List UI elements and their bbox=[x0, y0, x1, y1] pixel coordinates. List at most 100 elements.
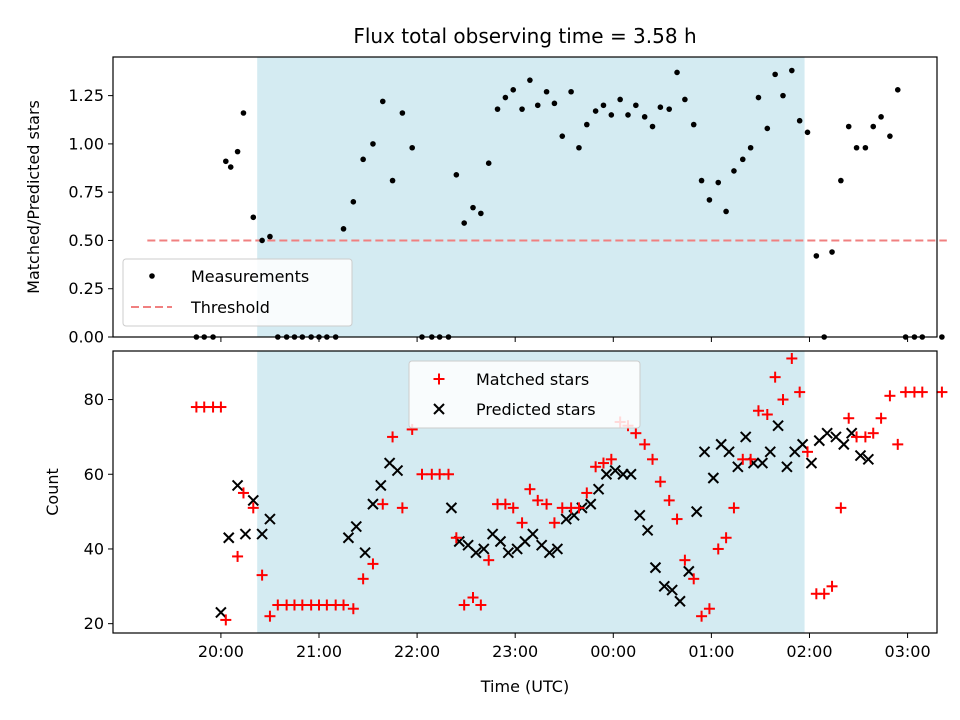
measurement-point bbox=[747, 144, 754, 151]
predicted-star-point bbox=[367, 498, 379, 510]
predicted-star-point bbox=[805, 457, 818, 469]
measurement-point bbox=[789, 67, 795, 74]
predicted-star-point bbox=[658, 580, 671, 593]
measurement-point bbox=[409, 144, 415, 151]
top-y-tick-label: 1.00 bbox=[68, 134, 104, 153]
predicted-star-point bbox=[470, 546, 482, 559]
measurement-point bbox=[379, 98, 386, 105]
predicted-star-point bbox=[854, 449, 867, 462]
measurement-point bbox=[829, 249, 835, 255]
measurement-point bbox=[576, 144, 582, 151]
bottom-axes-frame bbox=[112, 350, 938, 634]
matched-star-point bbox=[377, 498, 389, 510]
matched-star-point bbox=[671, 513, 683, 525]
matched-star-point bbox=[387, 431, 399, 443]
predicted-star-point bbox=[543, 546, 556, 559]
top-panel: 0.00 0.25 0.50 0.75 1.00 1.25 Flux total obse… bbox=[24, 24, 947, 347]
measurement-point bbox=[592, 108, 599, 114]
measurement-point bbox=[853, 144, 860, 151]
measurement-point bbox=[706, 197, 713, 203]
predicted-star-point bbox=[723, 446, 735, 458]
predicted-star-point bbox=[796, 438, 809, 451]
x-tick-label: 02:00 bbox=[786, 642, 832, 661]
matched-star-point bbox=[688, 573, 700, 585]
chart-title: Flux total observing time = 3.58 h bbox=[353, 24, 696, 48]
measurement-point bbox=[625, 112, 631, 118]
legend-predicted-marker bbox=[433, 403, 445, 415]
legend-measurement-marker bbox=[149, 273, 155, 279]
matched-star-point bbox=[835, 502, 847, 514]
measurement-point bbox=[838, 177, 844, 184]
predicted-star-point bbox=[342, 532, 355, 544]
predicted-star-point bbox=[740, 431, 752, 443]
predicted-star-point bbox=[231, 479, 244, 492]
measurement-point bbox=[862, 144, 869, 151]
predicted-star-point bbox=[239, 528, 252, 540]
matched-star-point bbox=[541, 498, 553, 510]
bottom-y-tick-label: 60 bbox=[84, 465, 104, 484]
bottom-y-tick-label: 40 bbox=[84, 539, 104, 558]
predicted-star-point bbox=[683, 565, 695, 578]
predicted-star-point bbox=[247, 494, 259, 507]
predicted-star-point bbox=[592, 483, 605, 495]
measurement-point bbox=[796, 117, 803, 124]
top-y-axis-label: Matched/Predicted stars bbox=[24, 100, 43, 294]
matched-star-point bbox=[712, 543, 724, 555]
measurement-point bbox=[608, 112, 615, 118]
predicted-star-point bbox=[215, 606, 227, 619]
measurement-point bbox=[682, 96, 688, 103]
legend-predicted-label: Predicted stars bbox=[476, 400, 596, 419]
predicted-star-point bbox=[674, 595, 686, 607]
measurement-point bbox=[234, 148, 241, 155]
top-legend: Measurements Threshold bbox=[122, 258, 353, 327]
measurement-point bbox=[485, 160, 492, 167]
measurement-point bbox=[845, 123, 852, 130]
matched-star-point bbox=[769, 371, 781, 383]
matched-star-point bbox=[416, 468, 428, 480]
matched-star-point bbox=[264, 610, 276, 622]
matched-star-point bbox=[818, 588, 830, 600]
x-tick-label: 03:00 bbox=[885, 642, 931, 661]
measurement-point bbox=[250, 214, 257, 221]
predicted-star-point bbox=[698, 446, 711, 458]
measurement-point bbox=[340, 226, 347, 232]
measurement-point bbox=[527, 77, 533, 83]
measurement-point bbox=[399, 110, 406, 116]
matched-star-point bbox=[347, 603, 359, 615]
top-y-tick-label: 0.25 bbox=[68, 279, 104, 298]
measurement-point bbox=[461, 220, 467, 226]
matched-star-point bbox=[843, 412, 855, 424]
measurement-point bbox=[649, 123, 656, 130]
matched-star-point bbox=[467, 592, 479, 604]
measurement-point bbox=[584, 121, 590, 128]
matched-star-point bbox=[367, 558, 379, 570]
predicted-star-point bbox=[502, 546, 515, 559]
measurement-point bbox=[698, 177, 705, 184]
measurement-point bbox=[666, 106, 672, 112]
legend-threshold-label: Threshold bbox=[190, 298, 270, 317]
matched-star-point bbox=[936, 386, 948, 398]
matched-star-point bbox=[442, 468, 454, 480]
predicted-star-point bbox=[821, 427, 833, 439]
predicted-star-point bbox=[609, 464, 621, 477]
measurement-point bbox=[267, 233, 273, 240]
matched-star-point bbox=[752, 405, 764, 417]
matched-star-point bbox=[232, 550, 244, 562]
top-y-tick-label: 0.50 bbox=[68, 231, 104, 250]
x-tick-label: 21:00 bbox=[296, 642, 342, 661]
measurement-point bbox=[939, 334, 945, 340]
measurement-point bbox=[715, 179, 722, 186]
x-tick-label: 00:00 bbox=[590, 642, 636, 661]
measurement-point bbox=[453, 171, 460, 178]
measurement-point bbox=[543, 88, 550, 95]
matched-star-point bbox=[590, 461, 602, 473]
measurement-point bbox=[764, 125, 771, 132]
x-tick-label: 01:00 bbox=[688, 642, 734, 661]
predicted-star-point bbox=[375, 479, 387, 492]
matched-star-point bbox=[761, 408, 773, 420]
predicted-star-point bbox=[838, 438, 850, 451]
predicted-star-point bbox=[494, 535, 507, 548]
matched-star-point bbox=[605, 453, 617, 465]
matched-star-point bbox=[679, 554, 691, 566]
